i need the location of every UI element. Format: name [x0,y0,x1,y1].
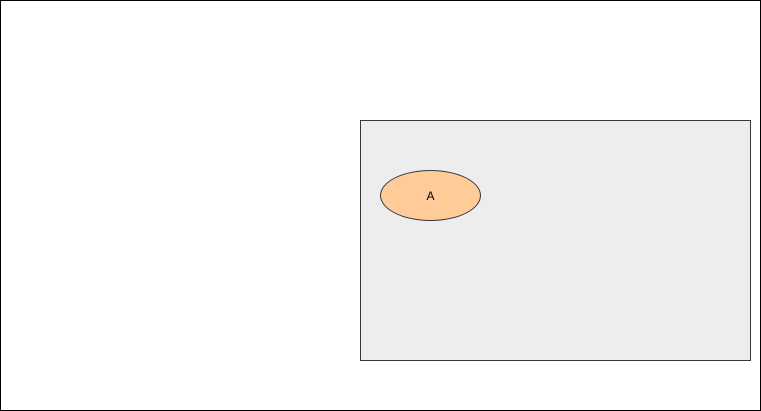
container-rectangle[interactable] [360,120,751,361]
node-a-label: A [426,189,434,203]
node-a-ellipse[interactable]: A [380,170,481,221]
